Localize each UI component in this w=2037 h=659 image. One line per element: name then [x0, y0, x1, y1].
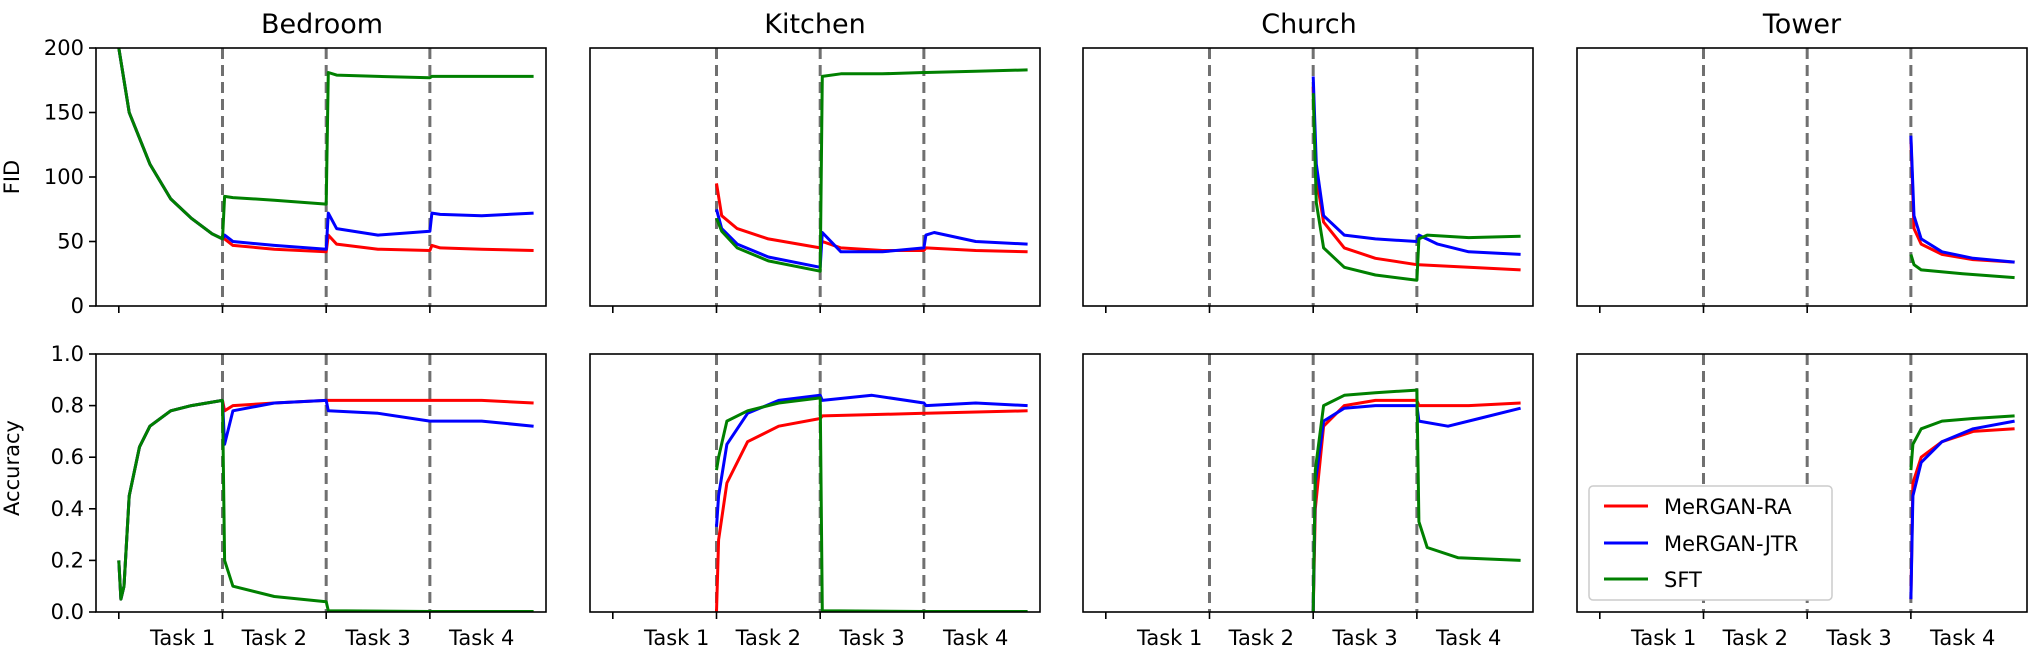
y-tick-label: 0.0 — [51, 600, 84, 624]
x-tick-label: Task 3 — [1825, 626, 1891, 650]
series-line-mergan-jtr — [1311, 76, 1521, 256]
panel-church-accuracy: Task 1 Task 2 Task 3 Task 4 — [1082, 353, 1534, 650]
x-tick-label: Task 1 — [149, 626, 215, 650]
y-axis-title-fid: FID — [0, 160, 24, 194]
y-tick-label: 150 — [44, 101, 84, 125]
legend-label-mergan-ra: MeRGAN-RA — [1664, 495, 1792, 519]
series-line-sft — [1311, 388, 1521, 612]
series-line-sft — [715, 68, 1028, 273]
series-line-mergan-jtr — [1909, 135, 2015, 264]
panel-kitchen-accuracy: Task 1 Task 2 Task 3 Task 4 — [589, 353, 1041, 650]
x-tick-label: Task 2 — [735, 626, 801, 650]
series-group — [117, 48, 534, 254]
x-tick-label: Task 4 — [448, 626, 514, 650]
y-tick-label: 1.0 — [51, 342, 84, 366]
series-line-mergan-ra — [1311, 86, 1521, 272]
panel-church-fid — [1082, 47, 1534, 313]
x-tick-label: Task 4 — [942, 626, 1008, 650]
y-tick-label: 200 — [44, 36, 84, 60]
x-tick-label: Task 4 — [1435, 626, 1501, 650]
series-line-sft — [1909, 414, 2015, 471]
series-line-sft — [117, 48, 534, 241]
panel-frame — [589, 353, 1041, 613]
x-tick-label: Task 1 — [1136, 626, 1202, 650]
series-line-mergan-jtr — [715, 208, 1028, 269]
panel-tower-accuracy: Task 1 Task 2 Task 3 Task 4 — [1576, 353, 2028, 650]
panel-titles: Bedroom Kitchen Church Tower — [261, 9, 1842, 40]
panel-frame — [1576, 47, 2028, 307]
x-tick-label: Task 3 — [344, 626, 410, 650]
panel-title-tower: Tower — [1762, 9, 1842, 40]
x-tick-label: Task 1 — [1630, 626, 1696, 650]
x-tick-label: Task 3 — [838, 626, 904, 650]
panel-frame — [1082, 353, 1534, 613]
panel-kitchen-fid — [589, 47, 1041, 313]
series-line-sft — [117, 398, 534, 612]
series-line-mergan-jtr — [1311, 404, 1521, 612]
panel-tower-fid — [1576, 47, 2028, 313]
x-tick-label: Task 4 — [1929, 626, 1995, 650]
panel-title-bedroom: Bedroom — [261, 9, 383, 40]
series-group — [1909, 414, 2015, 600]
legend-label-mergan-jtr: MeRGAN-JTR — [1664, 532, 1798, 556]
y-tick-label: 0.2 — [51, 548, 84, 572]
series-group — [1311, 388, 1521, 612]
x-tick-label: Task 2 — [1228, 626, 1294, 650]
panel-title-church: Church — [1261, 9, 1357, 40]
series-line-sft — [1909, 253, 2015, 280]
x-tick-label: Task 3 — [1331, 626, 1397, 650]
panel-frame — [1082, 47, 1534, 307]
panel-frame — [589, 47, 1041, 307]
legend-frame — [1588, 485, 1833, 601]
legend-label-sft: SFT — [1664, 568, 1702, 592]
series-line-sft — [715, 396, 1028, 612]
y-axis-titles: FID Accuracy — [0, 160, 24, 516]
y-tick-label: 0.6 — [51, 445, 84, 469]
series-line-mergan-ra — [715, 409, 1028, 612]
y-tick-label: 0 — [71, 294, 84, 318]
panel-frame — [95, 353, 547, 613]
series-line-mergan-ra — [1311, 398, 1521, 612]
series-line-mergan-ra — [1909, 427, 2015, 600]
x-tick-label: Task 2 — [241, 626, 307, 650]
series-group — [1311, 76, 1521, 282]
series-group — [1909, 135, 2015, 280]
panel-title-kitchen: Kitchen — [764, 9, 865, 40]
series-group — [715, 393, 1028, 612]
x-tick-label: Task 1 — [643, 626, 709, 650]
y-tick-label: 0.4 — [51, 497, 84, 521]
panel-bedroom-accuracy: 0.0 0.2 0.4 0.6 0.8 1.0 Task 1 Task 2 Task 3 Task… — [51, 342, 547, 650]
panel-frame — [95, 47, 547, 307]
x-tick-label: Task 2 — [1722, 626, 1788, 650]
y-tick-label: 0.8 — [51, 394, 84, 418]
y-tick-label: 100 — [44, 165, 84, 189]
series-line-mergan-jtr — [1909, 419, 2015, 600]
panel-frame — [1576, 353, 2028, 613]
series-group — [117, 398, 534, 612]
legend: MeRGAN-RA MeRGAN-JTR SFT — [1588, 485, 1833, 601]
series-group — [715, 68, 1028, 273]
series-line-mergan-ra — [715, 183, 1028, 254]
y-tick-label: 50 — [57, 230, 84, 254]
series-line-sft — [1311, 93, 1521, 282]
y-axis-title-accuracy: Accuracy — [0, 420, 24, 516]
panel-bedroom-fid: 0 50 100 150 200 — [44, 36, 547, 318]
